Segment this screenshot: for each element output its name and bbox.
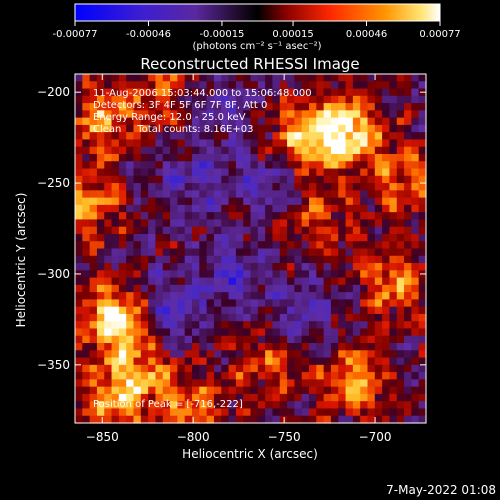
footer-timestamp: 7-May-2022 01:08 xyxy=(386,483,496,497)
info-energy-range: Energy Range: 12.0 - 25.0 keV xyxy=(93,112,246,123)
y-axis-label: Heliocentric Y (arcsec) xyxy=(14,193,28,328)
colorbar xyxy=(74,3,441,22)
plot-frame xyxy=(74,73,427,424)
chart-title: Reconstructed RHESSI Image xyxy=(140,55,359,73)
axis-ticks: −850 −800 −750 −700 −200 −250 −300 −350 xyxy=(37,74,426,444)
y-tick-label: −350 xyxy=(37,358,70,372)
x-tick-label: −750 xyxy=(268,430,301,444)
y-tick-label: −250 xyxy=(37,176,70,190)
x-tick-label: −800 xyxy=(177,430,210,444)
x-tick-label: −700 xyxy=(359,430,392,444)
y-tick-label: −300 xyxy=(37,267,70,281)
info-detectors: Detectors: 3F 4F 5F 6F 7F 8F, Att 0 xyxy=(93,100,267,111)
colorbar-tick-label: 0.00015 xyxy=(272,29,313,40)
peak-position-label: Position of Peak = [-716,-222] xyxy=(93,399,243,410)
info-time-range: 11-Aug-2006 15:03:44.000 to 15:06:48.000 xyxy=(93,88,312,99)
colorbar-tick-label: -0.00046 xyxy=(126,29,171,40)
colorbar-ticks: -0.00077 -0.00046 -0.00015 0.00015 0.00046 0.… xyxy=(53,21,461,40)
y-tick-label: −200 xyxy=(37,85,70,99)
colorbar-tick-label: -0.00015 xyxy=(199,29,244,40)
x-axis-label: Heliocentric X (arcsec) xyxy=(182,447,318,461)
colorbar-tick-label: 0.00077 xyxy=(419,29,460,40)
colorbar-units-label: (photons cm⁻² s⁻¹ asec⁻²) xyxy=(192,41,321,52)
colorbar-tick-label: 0.00046 xyxy=(346,29,387,40)
info-total-counts: Clean Total counts: 8.16E+03 xyxy=(93,124,253,135)
heatmap-image xyxy=(75,74,427,424)
x-tick-label: −850 xyxy=(86,430,119,444)
colorbar-tick-label: -0.00077 xyxy=(53,29,98,40)
